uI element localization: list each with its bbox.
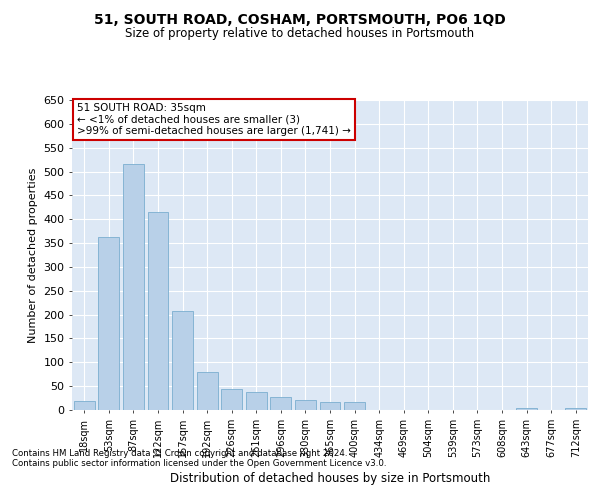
Text: Contains HM Land Registry data © Crown copyright and database right 2024.: Contains HM Land Registry data © Crown c… <box>12 448 347 458</box>
Bar <box>172 312 193 410</box>
Text: Size of property relative to detached houses in Portsmouth: Size of property relative to detached ho… <box>125 28 475 40</box>
Bar <box>271 396 292 410</box>
Bar <box>320 402 340 410</box>
Bar <box>565 408 586 410</box>
Bar <box>516 408 537 410</box>
Text: Contains public sector information licensed under the Open Government Licence v3: Contains public sector information licen… <box>12 458 386 468</box>
Bar <box>148 212 169 410</box>
Bar <box>98 238 119 410</box>
Bar <box>197 372 218 410</box>
Y-axis label: Number of detached properties: Number of detached properties <box>28 168 38 342</box>
Bar <box>344 402 365 410</box>
Text: 51 SOUTH ROAD: 35sqm
← <1% of detached houses are smaller (3)
>99% of semi-detac: 51 SOUTH ROAD: 35sqm ← <1% of detached h… <box>77 103 351 136</box>
Bar <box>123 164 144 410</box>
Text: Distribution of detached houses by size in Portsmouth: Distribution of detached houses by size … <box>170 472 490 485</box>
Bar <box>295 400 316 410</box>
Bar <box>246 392 267 410</box>
Bar <box>74 402 95 410</box>
Text: 51, SOUTH ROAD, COSHAM, PORTSMOUTH, PO6 1QD: 51, SOUTH ROAD, COSHAM, PORTSMOUTH, PO6 … <box>94 12 506 26</box>
Bar <box>221 388 242 410</box>
